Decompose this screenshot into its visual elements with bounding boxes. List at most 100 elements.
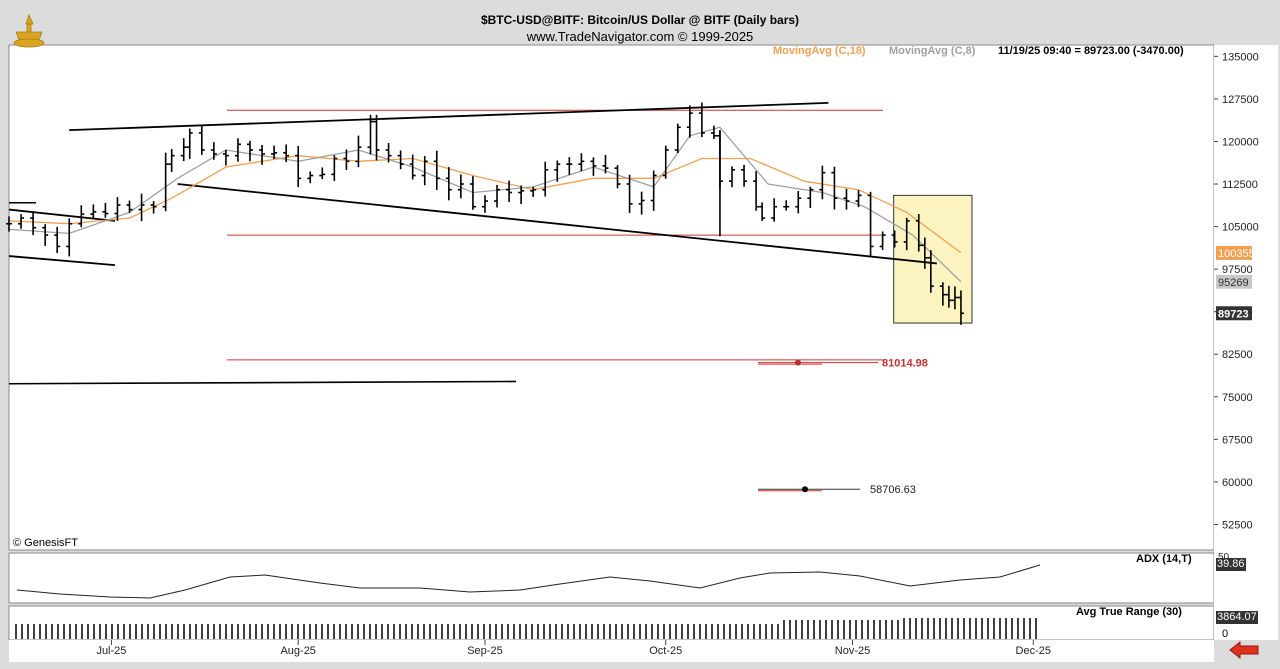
moving-average-18-line bbox=[8, 154, 962, 254]
trendline-early bbox=[8, 255, 116, 267]
trendline-early bbox=[8, 208, 116, 222]
price-bar bbox=[66, 218, 73, 257]
price-bar bbox=[469, 176, 476, 210]
price-pane bbox=[8, 44, 1215, 551]
adx-line bbox=[16, 564, 1041, 599]
price-bar bbox=[759, 202, 766, 221]
price-bar bbox=[614, 165, 621, 189]
price-bar bbox=[939, 282, 946, 306]
price-bar bbox=[385, 143, 392, 163]
y-axis-tick-label: 52500 bbox=[1222, 519, 1253, 531]
price-bar bbox=[18, 214, 25, 229]
price-bar bbox=[271, 145, 278, 159]
price-bar bbox=[90, 204, 97, 220]
legend-ma18[interactable]: MovingAvg (C,18) bbox=[773, 45, 866, 57]
price-bar bbox=[168, 149, 175, 172]
atr-zero-tick: 0 bbox=[1222, 628, 1229, 640]
price-bar bbox=[295, 145, 302, 188]
adx-scale-label: 50 bbox=[1218, 552, 1230, 563]
price-bar bbox=[741, 164, 748, 187]
price-bar bbox=[54, 226, 61, 253]
y-axis-tick-label: 75000 bbox=[1222, 392, 1253, 404]
scroll-left-arrow-icon[interactable] bbox=[1228, 641, 1260, 659]
trendline-2 bbox=[177, 183, 937, 265]
price-bar bbox=[602, 154, 609, 174]
price-bar bbox=[710, 125, 717, 140]
price-bar bbox=[234, 138, 241, 162]
chart-title: $BTC-USD@BITF: Bitcoin/US Dollar @ BITF … bbox=[480, 13, 800, 27]
price-bar bbox=[481, 195, 488, 213]
price-bar bbox=[367, 114, 374, 155]
price-bar bbox=[638, 191, 645, 215]
price-bar bbox=[879, 231, 886, 250]
price-bar bbox=[30, 211, 37, 236]
price-bar bbox=[674, 123, 681, 153]
price-marker-label: 89723 bbox=[1218, 308, 1249, 320]
price-bar bbox=[162, 152, 169, 212]
price-bar bbox=[150, 201, 157, 214]
x-axis-tick-label: Oct-25 bbox=[649, 645, 682, 657]
price-bar bbox=[891, 230, 898, 248]
price-marker-ma8 bbox=[1216, 274, 1252, 289]
price-bar bbox=[831, 166, 838, 210]
copyright-text: www.TradeNavigator.com © 1999-2025 bbox=[526, 29, 754, 44]
credit-text: © GenesisFT bbox=[13, 537, 78, 549]
price-bar bbox=[126, 200, 133, 213]
price-bar bbox=[662, 145, 669, 179]
price-bar bbox=[951, 286, 958, 310]
legend-last-quote: 11/19/25 09:40 = 89723.00 (-3470.00) bbox=[998, 45, 1184, 57]
price-bar bbox=[578, 153, 585, 172]
y-axis-tick-label: 67500 bbox=[1222, 434, 1253, 446]
price-bar bbox=[783, 200, 790, 211]
adx-pane-label[interactable]: ADX (14,T) bbox=[1136, 553, 1192, 565]
price-bar bbox=[927, 250, 934, 293]
y-axis-tick-label: 82500 bbox=[1222, 349, 1253, 361]
price-bar bbox=[355, 135, 362, 168]
price-bar bbox=[397, 150, 404, 170]
x-axis-tick-label: Dec-25 bbox=[1016, 645, 1051, 657]
time-axis-strip bbox=[9, 640, 1214, 662]
price-bar bbox=[903, 217, 910, 251]
price-bar bbox=[409, 154, 416, 180]
price-bar bbox=[210, 142, 217, 160]
price-bar bbox=[855, 190, 862, 208]
price-bar bbox=[138, 193, 145, 222]
price-bar bbox=[542, 161, 549, 197]
price-bar bbox=[373, 114, 380, 161]
price-bar bbox=[626, 174, 633, 214]
adx-value-badge: 39.86 bbox=[1216, 558, 1246, 571]
atr-value-badge: 3864.07 bbox=[1216, 611, 1258, 624]
price-bar bbox=[957, 290, 964, 325]
price-bar bbox=[753, 171, 760, 211]
price-bar bbox=[180, 138, 187, 162]
price-bar bbox=[843, 188, 850, 210]
price-bar bbox=[530, 186, 537, 197]
price-bar bbox=[698, 102, 705, 138]
price-bar bbox=[186, 128, 193, 159]
y-axis-tick-label: 105000 bbox=[1222, 222, 1259, 234]
legend-ma8[interactable]: MovingAvg (C,8) bbox=[889, 45, 976, 57]
price-bar bbox=[102, 202, 109, 218]
price-bar bbox=[198, 126, 205, 155]
reference-line bbox=[8, 380, 517, 385]
atr-pane bbox=[8, 605, 1215, 641]
price-bar bbox=[319, 167, 326, 180]
price-bar bbox=[867, 191, 874, 258]
atr-pane-label[interactable]: Avg True Range (30) bbox=[1076, 606, 1182, 618]
price-bar bbox=[222, 149, 229, 166]
highlight-box bbox=[893, 194, 973, 324]
price-bar bbox=[729, 166, 735, 188]
y-axis-tick-label: 135000 bbox=[1222, 51, 1259, 63]
price-bar bbox=[259, 144, 266, 165]
x-axis-tick-label: Aug-25 bbox=[280, 645, 315, 657]
price-bar bbox=[819, 165, 826, 200]
price-bar bbox=[247, 140, 253, 162]
price-bar bbox=[457, 174, 464, 199]
price-bar bbox=[518, 185, 525, 205]
price-bar bbox=[915, 214, 922, 252]
x-axis-tick-label: Nov-25 bbox=[835, 645, 870, 657]
price-bar bbox=[307, 171, 314, 184]
price-bar bbox=[421, 156, 428, 186]
price-bar bbox=[771, 198, 778, 222]
